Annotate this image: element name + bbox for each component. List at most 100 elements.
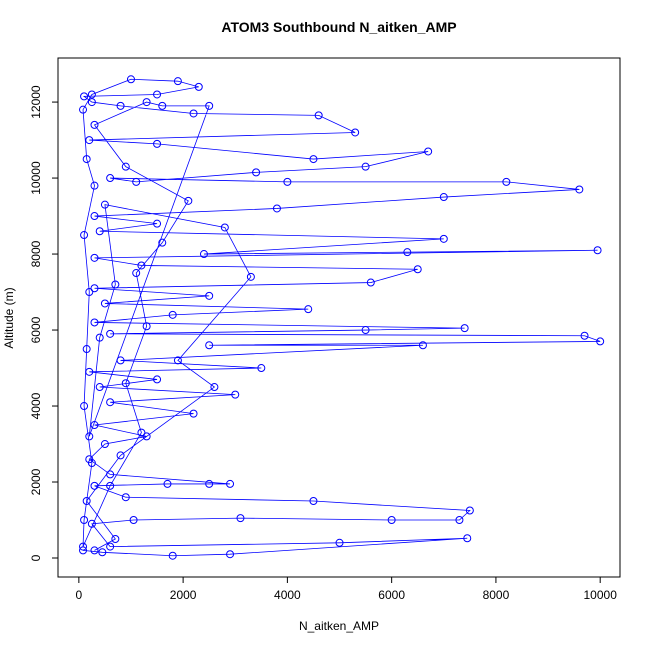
x-axis-label: N_aitken_AMP (299, 619, 379, 633)
data-point (418, 341, 427, 350)
data-point (205, 291, 214, 300)
data-point (252, 168, 261, 177)
data-point (361, 162, 370, 171)
data-point (439, 193, 448, 202)
data-point (142, 322, 151, 331)
data-point (90, 253, 99, 262)
data-point (403, 248, 412, 257)
data-point (366, 278, 375, 287)
y-tick-label: 8000 (29, 240, 43, 267)
data-point (106, 174, 115, 183)
data-point (106, 542, 115, 551)
data-point (596, 337, 605, 346)
data-point (439, 234, 448, 243)
data-point (314, 111, 323, 120)
data-point (413, 265, 422, 274)
data-point (153, 375, 162, 384)
data-point (90, 120, 99, 129)
data-point (87, 459, 96, 468)
data-point (95, 227, 104, 236)
y-tick-label: 10000 (29, 161, 43, 195)
x-tick-label: 6000 (378, 588, 405, 602)
data-point (283, 177, 292, 186)
data-point (153, 139, 162, 148)
data-point (90, 546, 99, 555)
data-point (90, 421, 99, 430)
y-tick-label: 2000 (29, 468, 43, 495)
data-point (100, 299, 109, 308)
data-point (80, 92, 89, 101)
data-point (116, 101, 125, 110)
data-point (100, 200, 109, 209)
data-point (106, 398, 115, 407)
data-point (593, 246, 602, 255)
data-point (85, 136, 94, 145)
data-point (158, 101, 167, 110)
data-point (79, 105, 88, 114)
data-point (106, 329, 115, 338)
data-point (111, 535, 120, 544)
data-point (87, 90, 96, 99)
data-point (424, 147, 433, 156)
data-point (351, 128, 360, 137)
data-point (226, 479, 235, 488)
data-point (231, 390, 240, 399)
x-tick-label: 10000 (584, 588, 618, 602)
data-point (126, 75, 135, 84)
data-point (168, 310, 177, 319)
data-point (90, 481, 99, 490)
y-axis-label: Altitude (m) (2, 287, 16, 348)
y-tick-label: 0 (29, 554, 43, 561)
data-point (205, 101, 214, 110)
data-point (116, 356, 125, 365)
data-point (304, 305, 313, 314)
plot-frame (57, 57, 621, 578)
data-point (210, 383, 219, 392)
data-point (460, 324, 469, 333)
data-point (173, 356, 182, 365)
data-point (137, 428, 146, 437)
data-point (309, 497, 318, 506)
data-point (194, 82, 203, 91)
data-point (153, 219, 162, 228)
x-tick-label: 8000 (483, 588, 510, 602)
data-point (168, 551, 177, 560)
data-point (100, 440, 109, 449)
data-point (106, 470, 115, 479)
data-point (163, 479, 172, 488)
x-tick-label: 4000 (274, 588, 301, 602)
data-point (121, 493, 130, 502)
data-point (80, 231, 89, 240)
data-point (205, 479, 214, 488)
data-point (361, 326, 370, 335)
data-point (309, 155, 318, 164)
y-tick-label: 6000 (29, 316, 43, 343)
data-point (87, 519, 96, 528)
y-tick-label: 4000 (29, 392, 43, 419)
data-point (580, 331, 589, 340)
data-point (82, 345, 91, 354)
data-point (85, 367, 94, 376)
data-point (90, 181, 99, 190)
data-point (129, 516, 138, 525)
data-point (90, 318, 99, 327)
data-point (142, 98, 151, 107)
y-tick-label: 12000 (29, 85, 43, 119)
data-point (455, 516, 464, 525)
data-point (80, 402, 89, 411)
data-point (158, 238, 167, 247)
data-point (226, 550, 235, 559)
data-point (82, 155, 91, 164)
data-point (465, 506, 474, 515)
data-point (142, 432, 151, 441)
data-point (90, 212, 99, 221)
data-point (85, 288, 94, 297)
data-point (79, 546, 88, 555)
x-tick-label: 0 (76, 588, 83, 602)
data-point (121, 162, 130, 171)
data-point (246, 272, 255, 281)
data-point (90, 284, 99, 293)
data-point (220, 223, 229, 232)
data-point (463, 534, 472, 543)
